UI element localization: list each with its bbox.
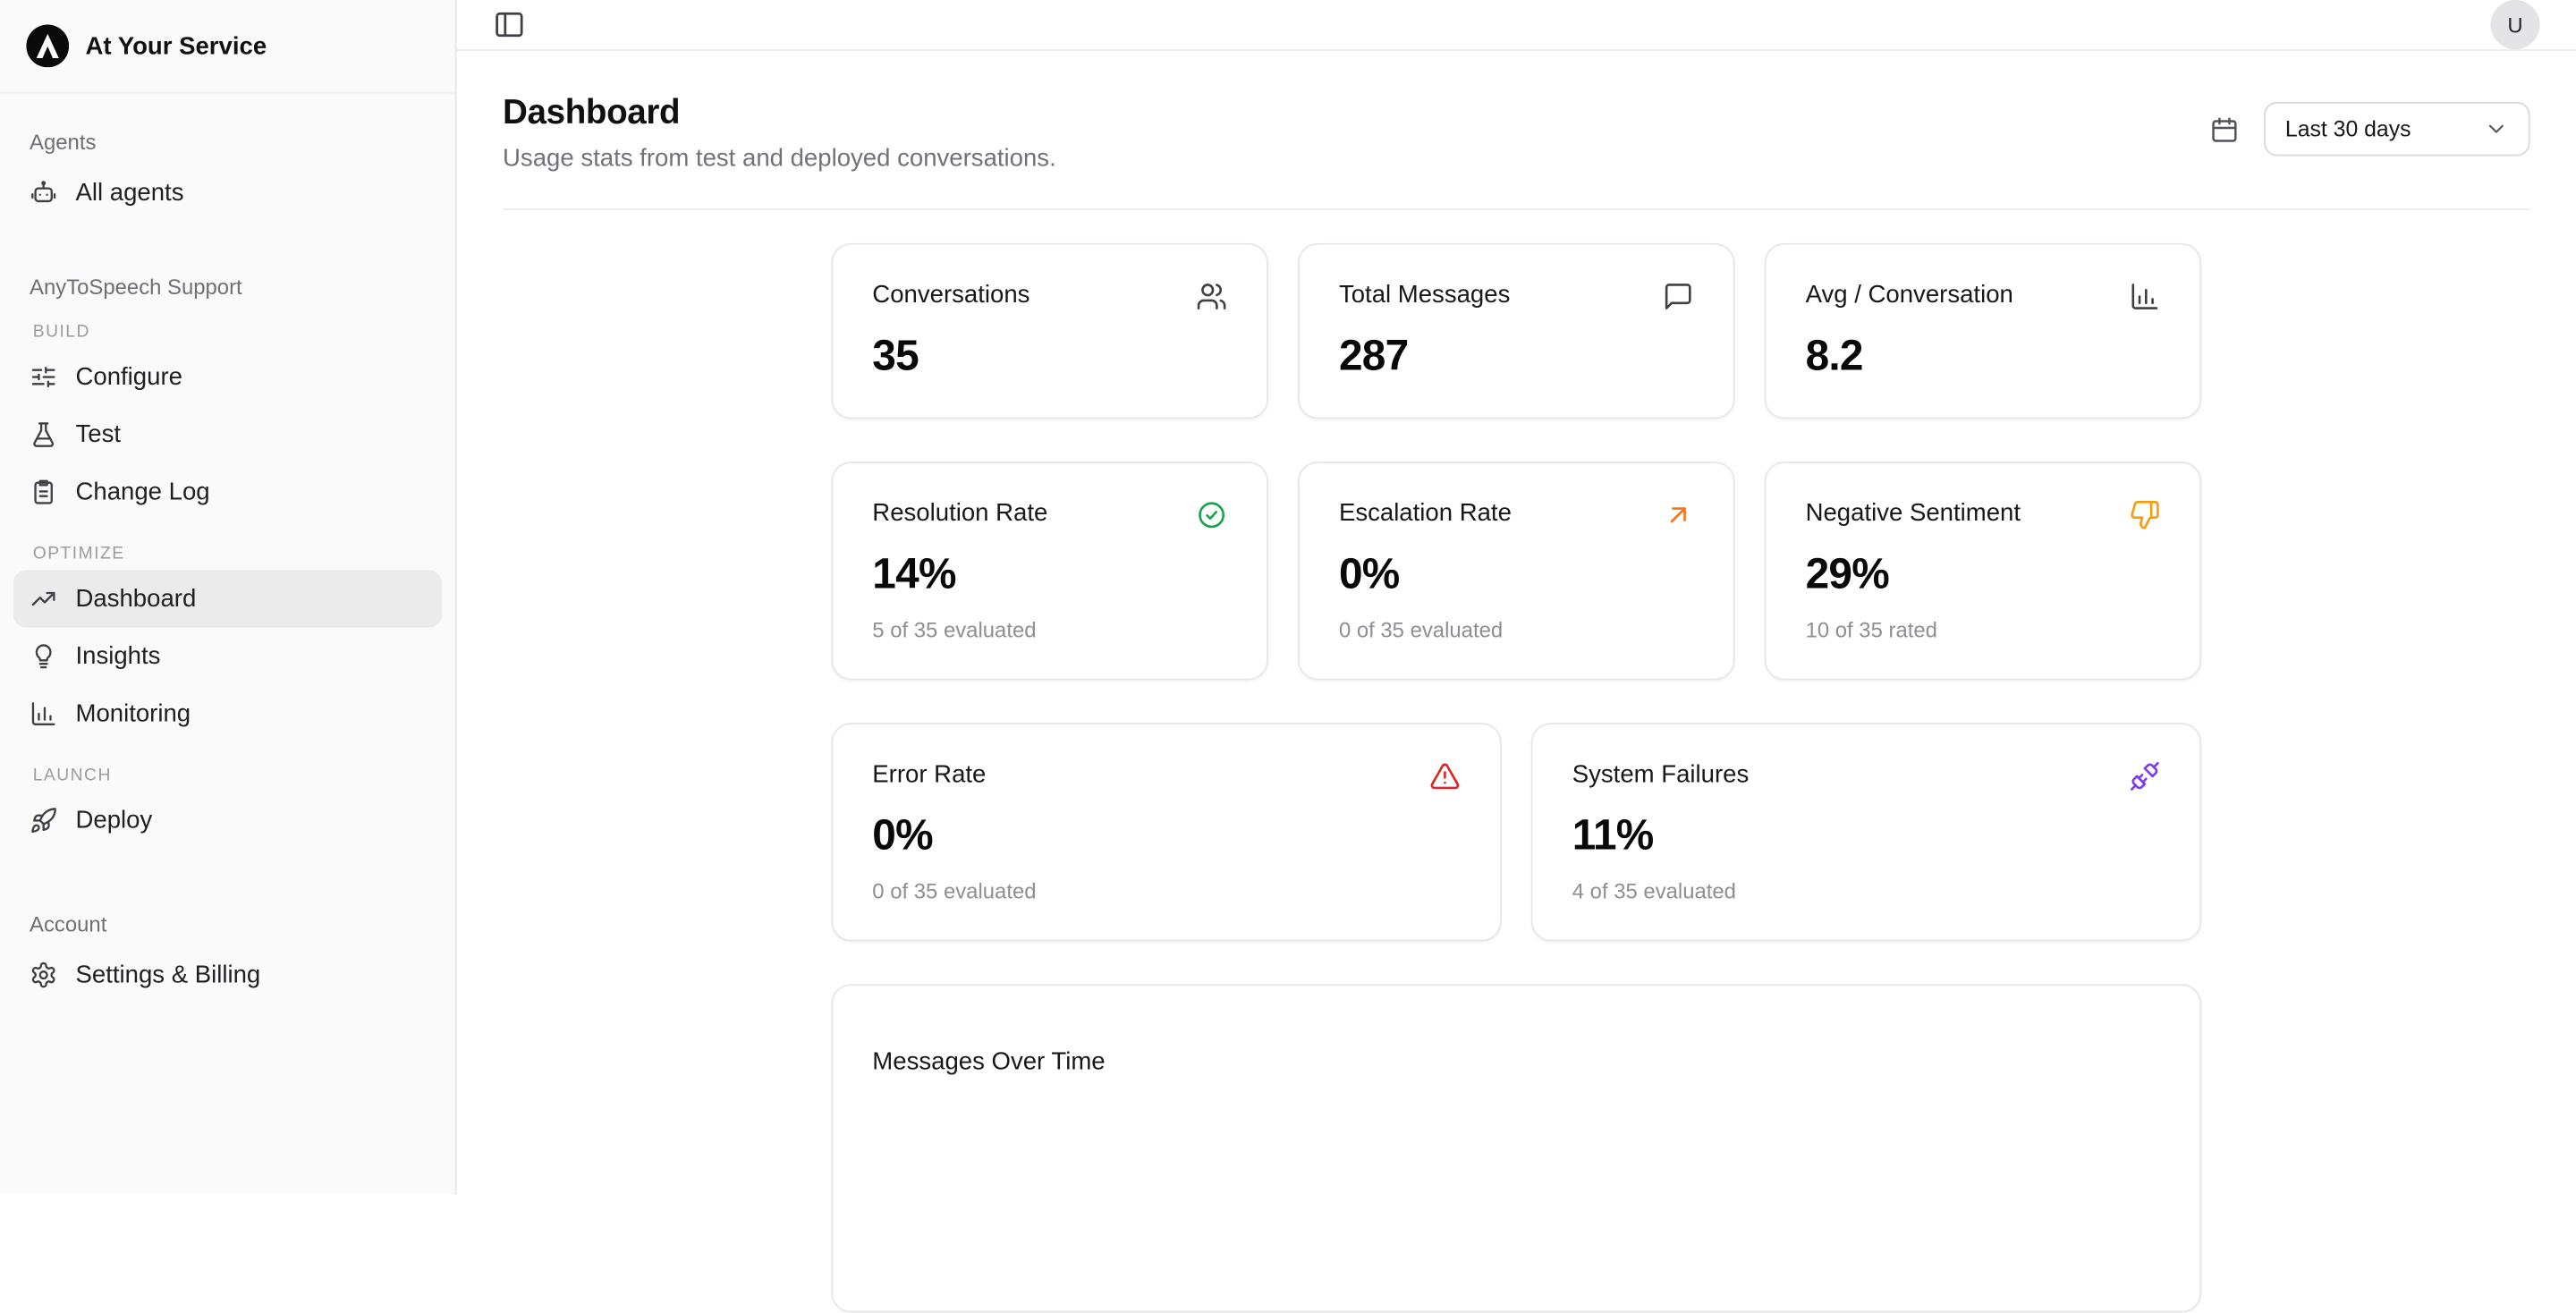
header-divider: [503, 208, 2530, 211]
topbar: U: [456, 0, 2576, 51]
stat-card-system-failures: System Failures 11% 4 of 35 evaluated: [1530, 723, 2202, 942]
trending-up-icon: [30, 585, 57, 613]
subsection-label-optimize: OPTIMIZE: [32, 543, 125, 563]
stat-card-resolution-rate: Resolution Rate 14% 5 of 35 evaluated: [831, 462, 1268, 681]
date-range-select[interactable]: Last 30 days: [2264, 101, 2530, 157]
stat-card-avg-conversation: Avg / Conversation 8.2: [1764, 242, 2202, 419]
stat-value: 11%: [1572, 809, 1654, 860]
sidebar-item-label: Change Log: [75, 478, 210, 506]
sidebar-item-label: Dashboard: [75, 584, 197, 614]
stats-row-3: Error Rate 0% 0 of 35 evaluated System F…: [831, 723, 2202, 942]
thumbs-down-icon: [2129, 499, 2160, 530]
section-label-project: AnyToSpeech Support: [30, 274, 242, 300]
stat-card-error-rate: Error Rate 0% 0 of 35 evaluated: [831, 723, 1502, 942]
sidebar-item-monitoring[interactable]: Monitoring: [13, 685, 442, 742]
sidebar-item-dashboard[interactable]: Dashboard: [13, 570, 443, 628]
page-header-text: Dashboard Usage stats from test and depl…: [503, 94, 1056, 173]
stats-row-2: Resolution Rate 14% 5 of 35 evaluated Es…: [831, 462, 2202, 681]
stat-label: Resolution Rate: [872, 499, 1048, 528]
sidebar-item-label: Settings & Billing: [75, 961, 261, 989]
sliders-icon: [30, 363, 57, 391]
chart-column-icon: [30, 699, 57, 727]
stats-section: Conversations 35 Total Messages 28: [831, 242, 2202, 1313]
stat-label: Conversations: [872, 281, 1030, 309]
sidebar: At Your Service Agents All agents AnyToS…: [0, 0, 457, 1195]
stat-label: Escalation Rate: [1338, 499, 1512, 528]
stat-value: 0%: [1338, 548, 1400, 598]
sidebar-item-all-agents[interactable]: All agents: [13, 165, 442, 222]
arrow-up-right-icon: [1663, 499, 1694, 530]
sidebar-item-change-log[interactable]: Change Log: [13, 463, 442, 521]
chevron-down-icon: [2484, 116, 2509, 141]
chart-column-icon: [2129, 281, 2160, 312]
stat-label: Negative Sentiment: [1805, 499, 2021, 528]
sidebar-item-label: Deploy: [75, 806, 153, 835]
sidebar-item-label: All agents: [75, 179, 184, 208]
messages-over-time-card: Messages Over Time: [831, 984, 2202, 1313]
stat-subtext: 0 of 35 evaluated: [872, 878, 1037, 904]
page-header: Dashboard Usage stats from test and depl…: [457, 51, 2576, 173]
message-square-icon: [1663, 281, 1694, 312]
sidebar-item-label: Test: [75, 420, 122, 449]
stat-label: Total Messages: [1338, 281, 1511, 309]
check-circle-icon: [1196, 499, 1227, 530]
sidebar-toggle-button[interactable]: [493, 8, 526, 41]
chart-title: Messages Over Time: [872, 1047, 1106, 1077]
sidebar-item-label: Monitoring: [75, 699, 191, 728]
sidebar-item-label: Configure: [75, 362, 182, 392]
app-logo-icon: [26, 24, 70, 68]
stat-subtext: 0 of 35 evaluated: [1338, 617, 1504, 643]
stat-value: 8.2: [1805, 330, 1864, 380]
stat-card-escalation-rate: Escalation Rate 0% 0 of 35 evaluated: [1298, 462, 1735, 681]
sidebar-item-label: Insights: [75, 642, 161, 671]
lightbulb-icon: [30, 642, 57, 670]
app-title: At Your Service: [85, 31, 267, 61]
subsection-label-build: BUILD: [32, 322, 90, 343]
stat-value: 0%: [872, 809, 933, 860]
section-label-account: Account: [30, 911, 107, 936]
stat-label: Avg / Conversation: [1805, 281, 2013, 309]
bot-icon: [30, 179, 57, 207]
sidebar-item-settings-billing[interactable]: Settings & Billing: [13, 946, 442, 1004]
stat-value: 29%: [1805, 548, 1890, 598]
stats-row-1: Conversations 35 Total Messages 28: [831, 242, 2202, 419]
user-avatar[interactable]: U: [2490, 0, 2540, 50]
stat-card-total-messages: Total Messages 287: [1298, 242, 1735, 419]
alert-triangle-icon: [1429, 760, 1461, 792]
sidebar-item-configure[interactable]: Configure: [13, 348, 442, 405]
sidebar-item-insights[interactable]: Insights: [13, 628, 442, 685]
date-range-value: Last 30 days: [2284, 116, 2411, 141]
stat-subtext: 4 of 35 evaluated: [1572, 878, 1736, 904]
page-title: Dashboard: [503, 93, 681, 131]
stat-value: 35: [872, 330, 919, 380]
sidebar-item-deploy[interactable]: Deploy: [13, 792, 442, 849]
stat-value: 287: [1338, 330, 1409, 380]
stat-subtext: 10 of 35 rated: [1805, 617, 1937, 643]
page-subtitle: Usage stats from test and deployed conve…: [503, 144, 1056, 173]
section-label-agents: Agents: [30, 130, 97, 155]
stat-card-conversations: Conversations 35: [831, 242, 1268, 419]
flask-icon: [30, 420, 57, 448]
calendar-icon[interactable]: [2209, 114, 2239, 144]
sidebar-nav: Agents All agents AnyToSpeech Support BU…: [0, 94, 455, 1004]
sidebar-header: At Your Service: [0, 0, 455, 94]
clipboard-list-icon: [30, 478, 57, 505]
stat-label: System Failures: [1572, 760, 1750, 789]
stat-card-negative-sentiment: Negative Sentiment 29% 10 of 35 rated: [1764, 462, 2202, 681]
sidebar-item-test[interactable]: Test: [13, 406, 442, 463]
header-controls: Last 30 days: [2209, 101, 2530, 157]
main-area: U Dashboard Usage stats from test and de…: [456, 0, 2576, 1313]
users-icon: [1196, 281, 1227, 312]
rocket-icon: [30, 807, 57, 834]
stat-subtext: 5 of 35 evaluated: [872, 617, 1037, 643]
stat-label: Error Rate: [872, 760, 987, 789]
subsection-label-launch: LAUNCH: [32, 765, 112, 785]
gear-icon: [30, 961, 57, 988]
unplug-icon: [2129, 760, 2160, 792]
stat-value: 14%: [872, 548, 956, 598]
